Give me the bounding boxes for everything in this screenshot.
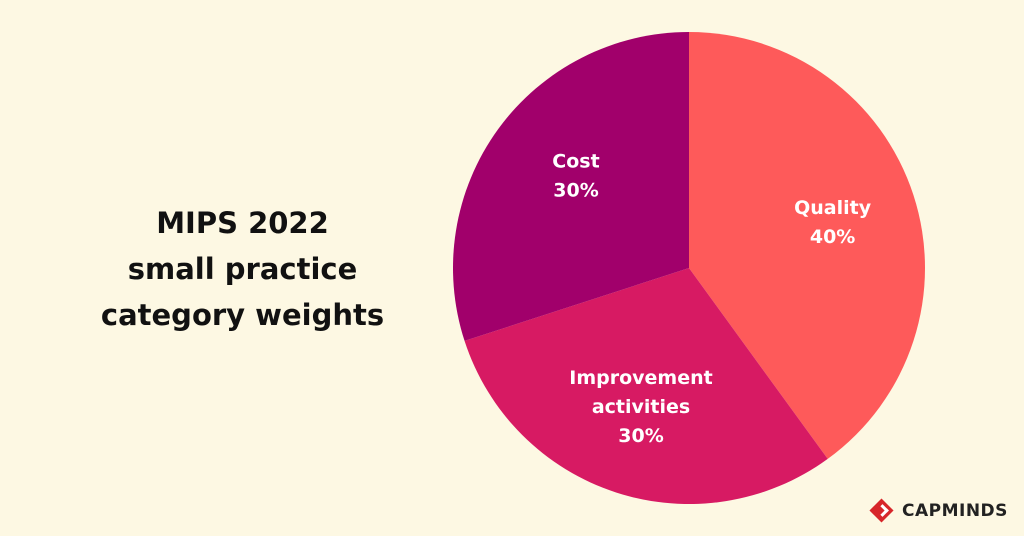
title-line-3: category weights: [100, 298, 385, 332]
slice-name-label: Cost: [552, 151, 599, 173]
slice-name-label: Improvement: [569, 367, 712, 389]
capminds-logo: CAPMINDS: [869, 496, 1008, 526]
title-line-1: MIPS 2022: [156, 206, 329, 240]
pie-slice-cost: [452, 32, 689, 341]
slice-name-label: activities: [592, 396, 690, 418]
slice-label: Cost 30%: [552, 151, 599, 202]
pie-slice-quality: [689, 32, 926, 459]
slice-label: Quality 40%: [794, 197, 872, 248]
slice-percent-label: 40%: [810, 226, 855, 248]
brand-name: CAPMINDS: [902, 501, 1008, 521]
slice-percent-label: 30%: [553, 180, 598, 202]
title-line-2: small practice: [127, 252, 358, 286]
pie-slice-improvement-activities: [464, 268, 828, 505]
chart-title: MIPS 2022 small practice category weight…: [70, 200, 415, 338]
slice-label: Improvement activities 30%: [569, 367, 712, 447]
slice-percent-label: 30%: [618, 425, 663, 447]
capminds-diamond-icon: [869, 498, 894, 523]
slice-name-label: Quality: [794, 197, 872, 219]
